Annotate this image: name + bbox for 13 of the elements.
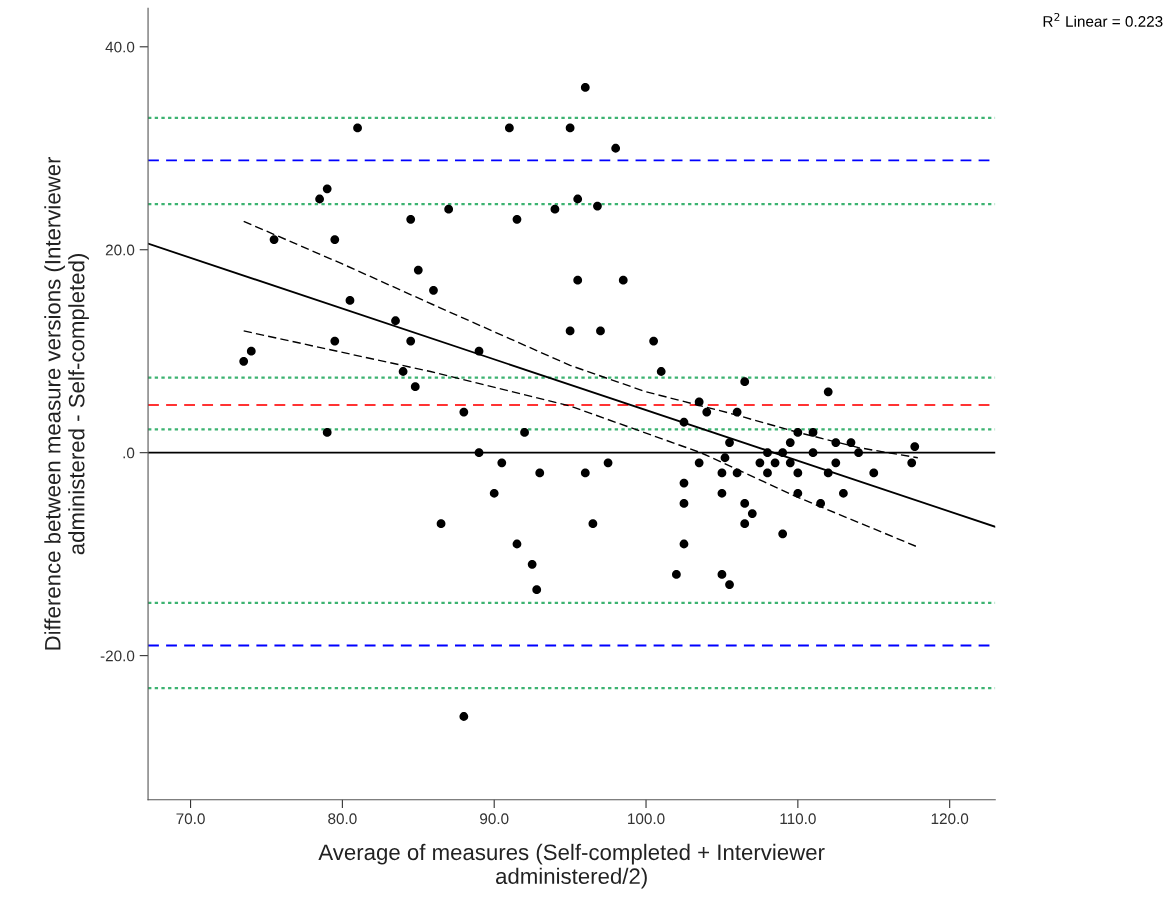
x-tick-label: 80.0 (328, 813, 357, 825)
x-tick-label: 70.0 (176, 813, 205, 825)
y-tick-label: -20.0 (100, 650, 135, 662)
x-tick-label: 90.0 (480, 813, 509, 825)
x-tick-label: 110.0 (780, 813, 816, 825)
x-tick-label: 100.0 (628, 813, 665, 825)
x-axis-title: Average of measures (Self-completed + Interviewer administered/2) (318, 843, 825, 889)
y-tick-label: .0 (123, 447, 135, 459)
y-tick-label: 40.0 (105, 41, 135, 53)
y-tick-label: 20.0 (105, 244, 135, 256)
x-tick-label: 120.0 (931, 813, 969, 825)
y-axis-title: Difference between measure versions (Interviewer administered - Self-completed) (44, 156, 89, 650)
text: R$^{2}$ Linear = 0.223 (1043, 12, 1163, 27)
